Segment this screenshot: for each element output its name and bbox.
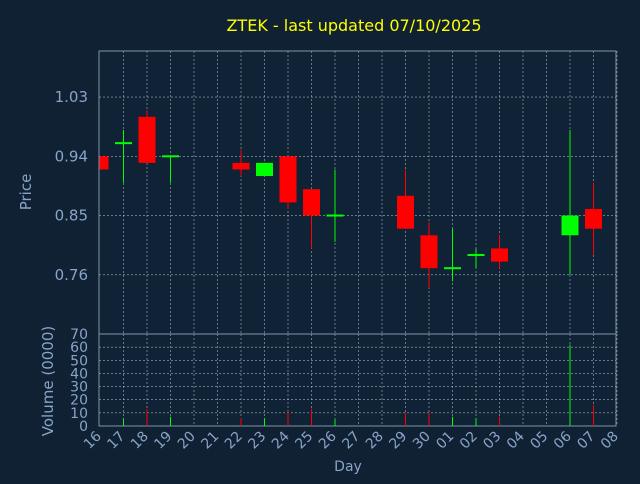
- candle-body: [232, 162, 250, 170]
- volume-tick-label: 0: [79, 419, 88, 435]
- price-y-tick-labels: 1.03 0.94 0.85 0.76: [55, 88, 88, 284]
- volume-tick-label: 10: [70, 406, 88, 422]
- price-tick-label: 0.85: [55, 207, 88, 225]
- volume-plot-area: [98, 333, 617, 427]
- volume-tick-label: 50: [70, 353, 88, 369]
- volume-tick-label: 30: [70, 380, 88, 396]
- chart-title: ZTEK - last updated 07/10/2025: [226, 16, 481, 35]
- price-tick-label: 0.94: [55, 147, 88, 165]
- candle-body: [138, 116, 156, 163]
- volume-tick-label: 20: [70, 393, 88, 409]
- x-axis-label: Day: [334, 459, 362, 475]
- candle-body: [256, 162, 273, 177]
- volume-bars: [123, 344, 594, 426]
- candle-body: [303, 189, 320, 216]
- volume-tick-label: 70: [70, 327, 88, 343]
- x-tick-labels: 16 17 18 19 20 21 22 23 24 25 26 27 28 29 30 01 02 03 04 05…: [81, 428, 622, 452]
- candle-body: [115, 142, 132, 145]
- price-panel: 1.03 0.94 0.85 0.76 Price: [17, 50, 618, 335]
- candle-body: [279, 156, 297, 203]
- candle-body: [585, 208, 602, 229]
- candle-body: [397, 195, 414, 229]
- candle-body: [491, 248, 508, 262]
- candle-body: [444, 267, 461, 270]
- price-tick-label: 1.03: [55, 88, 88, 106]
- price-axis-label: Price: [17, 174, 35, 211]
- candle-body: [467, 254, 485, 257]
- candle-body: [561, 215, 579, 236]
- volume-tick-label: 40: [70, 366, 88, 382]
- candle-body: [100, 156, 109, 170]
- candle-body: [326, 214, 344, 217]
- volume-axis-label: Volume (0000): [39, 326, 57, 436]
- candle-body: [162, 155, 179, 158]
- candles: [99, 110, 602, 288]
- volume-tick-label: 60: [70, 340, 88, 356]
- price-plot-area: [98, 50, 617, 335]
- candle-body: [420, 235, 438, 269]
- price-tick-label: 0.76: [55, 266, 88, 284]
